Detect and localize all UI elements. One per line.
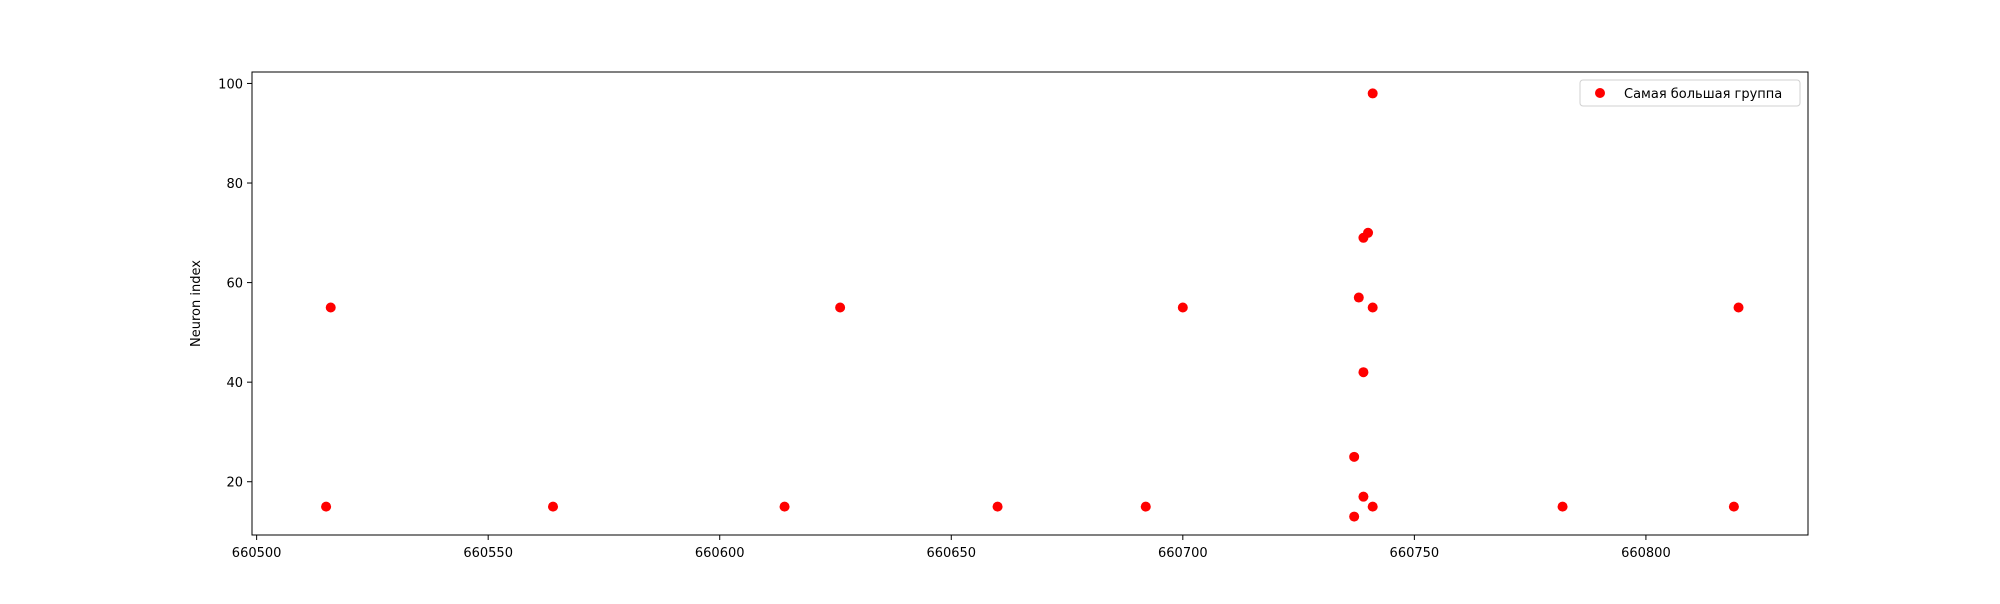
data-point	[1728, 501, 1739, 512]
data-point	[1349, 451, 1360, 462]
y-tick-label: 100	[218, 77, 243, 92]
data-point	[548, 501, 559, 512]
y-tick-label: 40	[226, 376, 243, 391]
x-tick-label: 660650	[926, 546, 976, 561]
x-tick-label: 660700	[1158, 546, 1208, 561]
data-point	[1349, 511, 1360, 522]
y-tick-label: 20	[226, 476, 243, 491]
x-tick-label: 660600	[695, 546, 745, 561]
data-point	[779, 501, 790, 512]
x-tick-label: 660800	[1621, 546, 1671, 561]
y-axis-label: Neuron index	[189, 260, 204, 347]
data-point	[992, 501, 1003, 512]
x-tick-label: 660750	[1390, 546, 1440, 561]
axes: 660500 660550 660600 660650 660700 660750 6608…	[189, 71, 1809, 561]
data-point	[1140, 501, 1151, 512]
plot-area	[321, 88, 1744, 522]
data-point	[1358, 367, 1369, 378]
data-point	[1557, 501, 1568, 512]
y-tick-label: 60	[226, 277, 243, 292]
data-point	[1367, 302, 1378, 313]
y-tick-label: 80	[226, 177, 243, 192]
data-point	[1367, 501, 1378, 512]
data-point	[835, 302, 846, 313]
x-tick-label: 660500	[232, 546, 282, 561]
data-point	[325, 302, 336, 313]
legend-label: Самая большая группа	[1624, 87, 1782, 102]
data-point	[1353, 292, 1364, 303]
data-point	[1358, 491, 1369, 502]
data-point	[321, 501, 332, 512]
legend-box	[1579, 79, 1801, 107]
data-point	[1177, 302, 1188, 313]
data-point	[1367, 88, 1378, 99]
legend-marker	[1595, 88, 1605, 98]
data-point	[1733, 302, 1744, 313]
legend: Самая большая группа	[1579, 79, 1801, 107]
x-tick-label: 660550	[463, 546, 513, 561]
axes-frame	[251, 71, 1809, 536]
data-point	[1363, 227, 1374, 238]
